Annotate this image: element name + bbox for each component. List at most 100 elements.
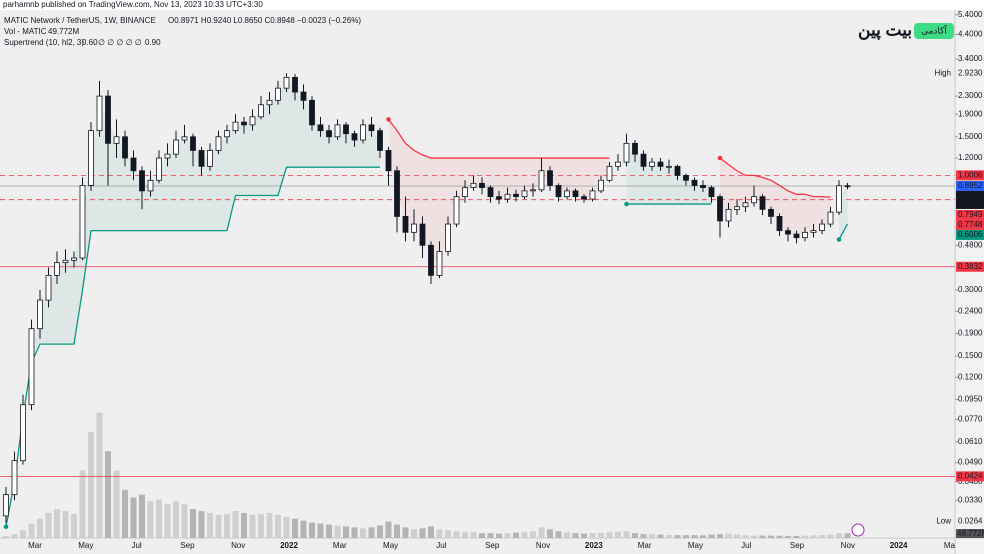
volume-bar: [28, 523, 35, 538]
volume-bar: [445, 530, 451, 538]
candle-body: [113, 136, 120, 144]
candle-body: [96, 95, 103, 132]
x-tick-label: Mar: [28, 541, 42, 550]
y-tick-label: 0.0770: [958, 415, 983, 424]
y-tick-label: 3.4000: [958, 54, 983, 63]
candle-body: [768, 208, 774, 217]
volume-bar: [793, 535, 800, 538]
volume-bar: [844, 533, 851, 538]
volume-bar: [156, 499, 162, 538]
candle-body: [649, 161, 655, 167]
countdown-icon: [851, 523, 865, 537]
volume-bar: [428, 526, 434, 538]
volume-bar: [224, 513, 230, 538]
legend-supertrend: Supertrend (10, hl2, 3): [4, 38, 84, 47]
volume-bar: [309, 522, 315, 538]
y-tick-label: 4.4000: [958, 29, 983, 38]
candle-body: [487, 187, 494, 198]
x-tick-label: May: [78, 541, 93, 550]
volume-bar: [394, 524, 400, 538]
candle-body: [130, 157, 137, 172]
volume-bar: [530, 531, 536, 538]
y-tick-label: 2.3000: [958, 91, 983, 100]
volume-bar: [479, 533, 485, 538]
volume-bar: [827, 534, 834, 538]
volume-bar: [334, 525, 341, 538]
vol-label-bg: [956, 529, 984, 538]
volume-bar: [419, 528, 426, 538]
x-tick-label: Jul: [741, 541, 751, 550]
y-tick-label: 1.9000: [958, 109, 983, 118]
volume-bar: [759, 535, 766, 538]
candle-body: [615, 161, 621, 167]
price-label-bg: [956, 190, 984, 201]
candle-body: [292, 76, 298, 93]
x-tick-label: Jul: [131, 541, 141, 550]
logo: بیت پین: [858, 20, 912, 40]
marker-value: 2.9230: [958, 68, 983, 77]
vol-label: 49.772M: [957, 529, 984, 538]
candle-body: [776, 216, 783, 232]
volume-bar: [734, 534, 740, 538]
x-tick-label: May: [383, 541, 398, 550]
published: parhamnb published on TradingView.com, N…: [3, 0, 263, 9]
badge: آکادمی: [921, 24, 947, 35]
volume-bar: [538, 527, 545, 538]
legend-title: MATIC Network / TetherUS, 1W, BINANCE: [4, 16, 156, 25]
candle-body: [742, 202, 749, 208]
candle-body: [207, 150, 213, 167]
volume-bar: [453, 531, 460, 538]
candle-body: [691, 179, 698, 186]
volume-bar: [742, 535, 749, 538]
candle-body: [79, 185, 86, 259]
volume-bar: [266, 512, 273, 538]
y-tick-label: 0.3000: [958, 285, 983, 294]
candle-body: [717, 196, 723, 222]
supertrend-start: [624, 201, 629, 207]
volume-bar: [810, 535, 817, 538]
volume-bar: [547, 529, 553, 538]
volume-bar: [487, 533, 494, 538]
candle-body: [334, 124, 341, 138]
volume-bar: [11, 534, 18, 538]
legend-st-down: 0.90: [145, 38, 161, 47]
candle-body: [538, 170, 545, 191]
volume-bar: [105, 451, 111, 538]
supertrend-start: [717, 155, 723, 161]
marker-label: High: [935, 68, 951, 77]
volume-bar: [20, 530, 26, 538]
countdown-bg: [956, 199, 984, 209]
candle-layer: [3, 73, 851, 523]
candle-body: [530, 189, 536, 192]
candle-body: [802, 231, 808, 239]
volume-bar: [181, 504, 188, 538]
candle-body: [309, 99, 315, 126]
volume-bar: [649, 534, 655, 538]
supertrend-line: [719, 157, 831, 198]
x-tick-label: May: [688, 541, 703, 550]
candle-body: [360, 124, 366, 141]
candle-body: [836, 185, 842, 213]
axis-layer: 5.4000 4.4000 3.4000 2.3000 1.9000 1.5000 1.20…: [28, 10, 984, 550]
candle-body: [623, 142, 630, 163]
legend-st-up: 0.60: [82, 38, 98, 47]
candle-body: [45, 274, 52, 301]
candle-body: [88, 130, 94, 186]
volume-bar: [819, 535, 825, 538]
trend-fill: [6, 82, 380, 527]
x-tick-label: Ma: [944, 541, 956, 550]
candle-body: [164, 153, 171, 159]
volume-bar: [776, 535, 783, 538]
supertrend-start: [386, 117, 391, 122]
supertrend-start: [3, 524, 9, 529]
candle-body: [725, 208, 732, 222]
y-tick-label: 0.0490: [958, 458, 983, 467]
candle-body: [3, 494, 9, 517]
volume-bar: [147, 501, 154, 538]
y-tick-label: 5.4000: [958, 10, 983, 19]
top-strip: [0, 0, 984, 10]
x-tick-label: Nov: [231, 541, 245, 550]
volume-bar: [317, 523, 324, 538]
volume-bar: [326, 524, 332, 538]
